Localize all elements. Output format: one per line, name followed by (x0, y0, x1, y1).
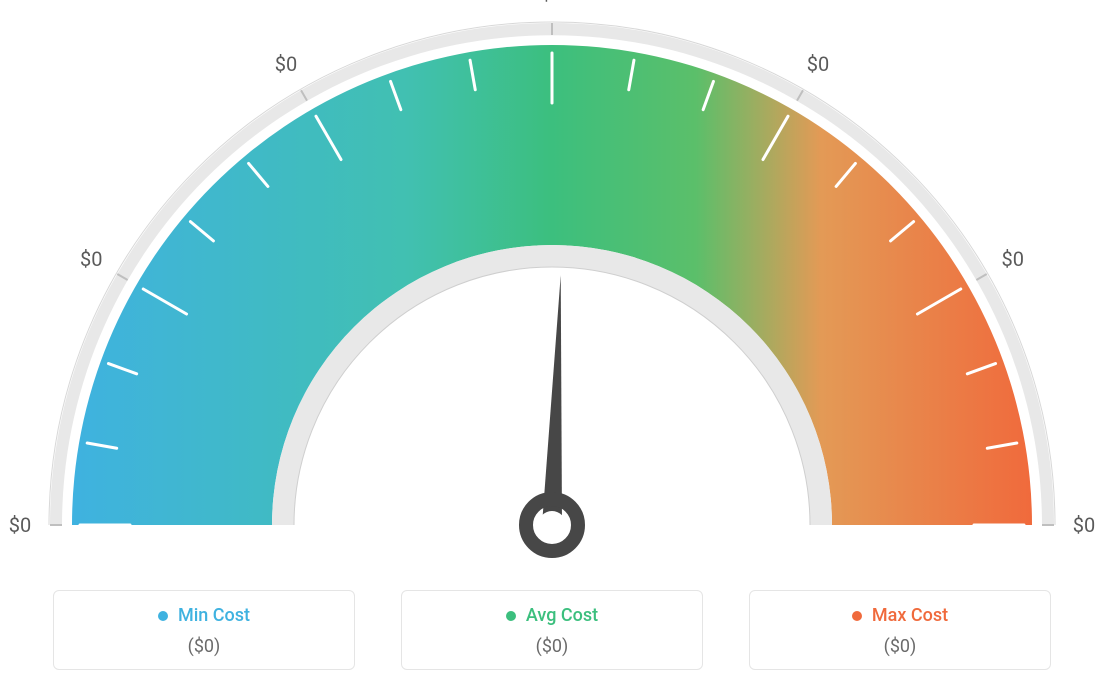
gauge-tick-label: $0 (807, 52, 829, 76)
gauge-tick-label: $0 (80, 247, 102, 271)
gauge-tick-label: $0 (541, 0, 563, 5)
legend-avg: Avg Cost ($0) (401, 590, 703, 670)
gauge-tick-label: $0 (9, 513, 31, 537)
legend-min: Min Cost ($0) (53, 590, 355, 670)
legend-max: Max Cost ($0) (749, 590, 1051, 670)
legend-max-label: Max Cost (872, 605, 948, 626)
gauge-area: $0 $0 $0 $0 $0 $0 $0 (0, 0, 1104, 560)
legend-min-label: Min Cost (178, 605, 250, 626)
legend-avg-label: Avg Cost (526, 605, 598, 626)
gauge-tick-label: $0 (1073, 513, 1095, 537)
legend-max-dot (852, 611, 862, 621)
gauge-tick-label: $0 (1001, 247, 1023, 271)
legend-min-dot (158, 611, 168, 621)
gauge-tick-label: $0 (275, 52, 297, 76)
cost-gauge-chart: $0 $0 $0 $0 $0 $0 $0 Min Cost ($0) Avg Cost ($… (0, 0, 1104, 690)
legend-min-value: ($0) (54, 636, 354, 657)
legend-avg-value: ($0) (402, 636, 702, 657)
gauge-svg (0, 0, 1104, 560)
legend-avg-dot (506, 611, 516, 621)
legend-row: Min Cost ($0) Avg Cost ($0) Max Cost ($0… (0, 590, 1104, 670)
legend-max-value: ($0) (750, 636, 1050, 657)
